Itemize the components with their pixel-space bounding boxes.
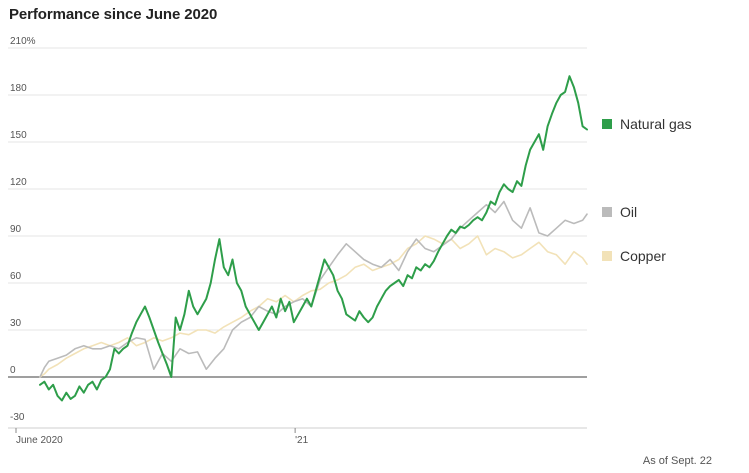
x-tick-label: June 2020 xyxy=(16,435,63,446)
y-tick-label: -30 xyxy=(10,412,25,423)
y-tick-label: 120 xyxy=(10,177,27,188)
legend-swatch xyxy=(602,119,612,129)
legend-label: Copper xyxy=(620,248,666,264)
grid-lines xyxy=(8,47,587,378)
series-group xyxy=(39,75,588,402)
legend-swatch xyxy=(602,207,612,217)
y-tick-label: 60 xyxy=(10,271,22,282)
legend-swatch xyxy=(602,251,612,261)
y-tick-label: 150 xyxy=(10,130,27,141)
legend: Natural gas Oil Copper xyxy=(602,116,692,264)
y-axis-ticks: 210% 180 150 120 90 60 30 0 -30 xyxy=(10,36,36,423)
legend-label: Natural gas xyxy=(620,116,692,132)
series-line-copper xyxy=(39,235,588,378)
series-line-natural-gas xyxy=(39,75,588,402)
y-tick-label: 90 xyxy=(10,224,22,235)
chart-title: Performance since June 2020 xyxy=(9,6,218,23)
y-tick-label: 210% xyxy=(10,36,36,47)
y-tick-label: 0 xyxy=(10,365,16,376)
legend-label: Oil xyxy=(620,204,637,220)
x-tick-label: '21 xyxy=(295,435,308,446)
as-of-note: As of Sept. 22 xyxy=(642,455,712,467)
x-axis: June 2020 '21 xyxy=(8,427,587,446)
y-tick-label: 180 xyxy=(10,83,27,94)
y-tick-label: 30 xyxy=(10,318,22,329)
